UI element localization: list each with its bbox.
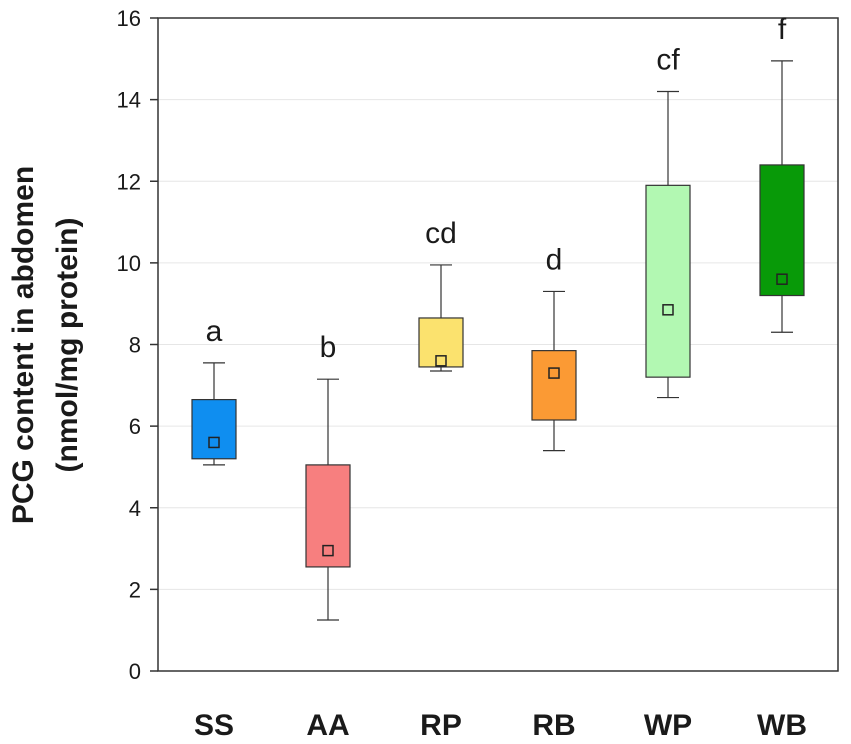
y-tick-label: 2 bbox=[129, 577, 141, 602]
y-tick-label: 4 bbox=[129, 496, 141, 521]
y-tick-label: 12 bbox=[117, 169, 141, 194]
y-axis-ticks: 0 2 4 6 8 10 12 14 16 bbox=[117, 6, 158, 684]
interquartile-box bbox=[191, 398, 237, 460]
category-label-ss: SS bbox=[194, 709, 234, 742]
significance-letter: f bbox=[778, 13, 787, 46]
box-rb: d bbox=[531, 243, 577, 452]
significance-letter: d bbox=[546, 243, 563, 276]
box-aa: b bbox=[305, 331, 351, 621]
y-tick-label: 8 bbox=[129, 333, 141, 358]
mean-marker bbox=[662, 304, 674, 316]
box-ss: a bbox=[191, 315, 237, 466]
interquartile-box bbox=[531, 350, 577, 421]
category-label-wp: WP bbox=[644, 709, 692, 742]
mean-marker bbox=[322, 544, 334, 557]
y-tick-label: 10 bbox=[117, 251, 141, 276]
category-label-rp: RP bbox=[420, 709, 462, 742]
boxes: a b cd d cf f bbox=[191, 13, 805, 621]
category-label-wb: WB bbox=[757, 709, 807, 742]
interquartile-box bbox=[305, 464, 351, 568]
y-tick-label: 6 bbox=[129, 414, 141, 439]
box-wp: cf bbox=[645, 43, 691, 399]
mean-marker bbox=[435, 355, 447, 367]
grid-lines bbox=[158, 99, 838, 590]
interquartile-box bbox=[645, 184, 691, 378]
interquartile-box bbox=[759, 164, 805, 297]
y-tick-label: 16 bbox=[117, 6, 141, 31]
interquartile-box bbox=[418, 317, 464, 368]
significance-letter: b bbox=[320, 331, 337, 364]
y-tick-label: 14 bbox=[117, 88, 141, 113]
mean-marker bbox=[776, 273, 788, 285]
category-labels: SS AA RP RB WP WB bbox=[194, 709, 807, 742]
significance-letter: cf bbox=[656, 43, 680, 76]
box-rp: cd bbox=[418, 217, 464, 372]
significance-letter: cd bbox=[425, 217, 457, 250]
category-label-aa: AA bbox=[306, 709, 349, 742]
y-tick-label: 0 bbox=[129, 659, 141, 684]
mean-marker bbox=[548, 367, 560, 379]
significance-letter: a bbox=[206, 315, 223, 348]
box-wb: f bbox=[759, 13, 805, 333]
mean-marker bbox=[208, 436, 220, 449]
y-axis-title-line1: PCG content in abdomen bbox=[7, 166, 40, 524]
y-axis-title-line2: (nmol/mg protein) bbox=[51, 218, 84, 473]
category-label-rb: RB bbox=[532, 709, 575, 742]
